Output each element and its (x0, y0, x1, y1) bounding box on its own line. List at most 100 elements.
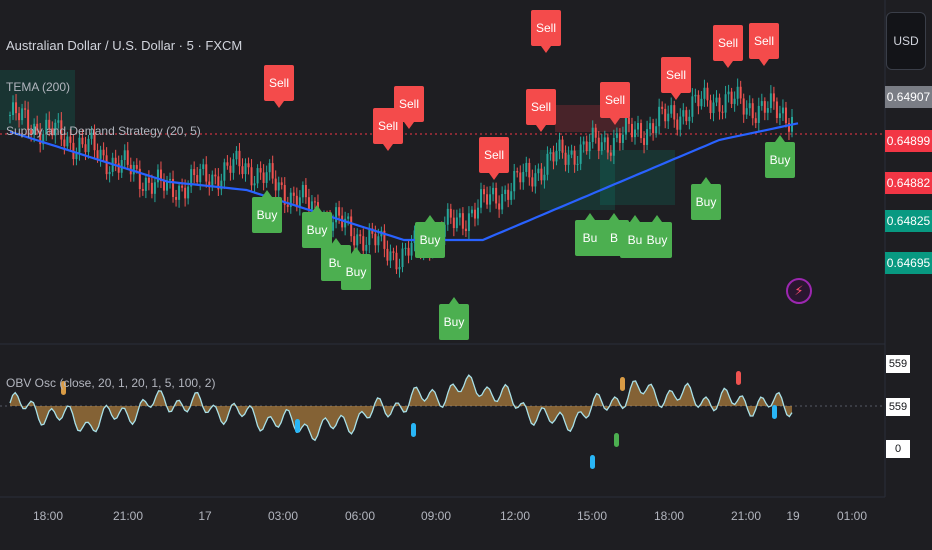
candle-body (573, 150, 576, 165)
candle-body (712, 102, 715, 114)
candle-body (781, 107, 784, 114)
price-tag: 0.64825 (885, 210, 932, 232)
time-label: 18:00 (653, 509, 685, 523)
candle-body (531, 177, 534, 187)
time-label: 21:00 (112, 509, 144, 523)
candle-body (615, 133, 618, 138)
candle-body (217, 176, 220, 190)
price-tag: 0.64882 (885, 172, 932, 194)
candle-body (271, 163, 274, 179)
candle-body (658, 106, 661, 127)
candle-body (633, 129, 636, 138)
osc-tag: 559 (886, 398, 910, 416)
candle-body (679, 116, 682, 130)
candle-body (519, 172, 522, 183)
candle-body (591, 127, 594, 143)
candle-body (193, 169, 196, 176)
candle-body (576, 163, 579, 165)
candle-body (567, 154, 570, 165)
candle-body (627, 117, 630, 124)
candle-body (528, 162, 531, 178)
candle-body (470, 209, 473, 214)
candle-body (211, 174, 214, 188)
buy-signal: Buy (252, 190, 282, 233)
time-label: 12:00 (499, 509, 531, 523)
candle-body (153, 182, 156, 194)
time-label: 17 (198, 509, 212, 523)
candle-body (214, 174, 217, 177)
candle-body (220, 180, 223, 190)
candle-body (229, 165, 232, 173)
candle-body (395, 252, 398, 270)
time-label: 21:00 (730, 509, 762, 523)
time-label: 06:00 (344, 509, 376, 523)
candle-body (268, 163, 271, 173)
candle-body (495, 187, 498, 204)
candle-body (700, 98, 703, 107)
oscillator-label[interactable]: OBV Osc (close, 20, 1, 20, 1, 5, 100, 2) (6, 376, 216, 390)
signal-text: Sell (484, 148, 504, 162)
candle-body (501, 194, 504, 210)
osc-marker (61, 381, 66, 395)
candle-body (335, 207, 338, 223)
candle-body (513, 170, 516, 192)
candle-body (673, 105, 676, 120)
candle-body (75, 152, 78, 160)
candle-body (45, 119, 48, 135)
symbol-title[interactable]: Australian Dollar / U.S. Dollar · 5 · FX… (6, 38, 243, 53)
candle-body (455, 217, 458, 229)
candle-body (534, 173, 537, 187)
buy-signal: Buy (415, 215, 445, 258)
candle-body (730, 91, 733, 104)
candle-body (12, 102, 15, 115)
candle-body (187, 186, 190, 199)
candle-body (555, 151, 558, 162)
candle-body (175, 196, 178, 200)
lightning-icon[interactable]: ⚡ (786, 278, 812, 304)
candle-body (769, 93, 772, 109)
candle-body (256, 168, 259, 184)
candle-body (48, 119, 51, 129)
indicator-tema-label[interactable]: TEMA (200) (6, 80, 71, 94)
candle-body (637, 123, 640, 130)
candle-body (543, 174, 546, 181)
candle-body (36, 123, 39, 131)
time-label: 19 (786, 509, 800, 523)
candle-body (504, 189, 507, 195)
candle-body (685, 110, 688, 122)
candle-body (446, 208, 449, 225)
currency-button[interactable]: USD (886, 12, 926, 70)
candle-body (33, 123, 36, 135)
candle-body (643, 138, 646, 145)
candle-body (39, 130, 42, 145)
candle-body (516, 170, 519, 173)
indicator-supply-demand-label[interactable]: Supply and Demand Strategy (20, 5) (6, 124, 201, 138)
signal-text: Bu (329, 256, 344, 270)
candle-body (147, 177, 150, 183)
signal-text: Sell (531, 100, 551, 114)
candle-body (202, 164, 205, 170)
candle-body (289, 192, 292, 207)
osc-marker (295, 419, 300, 433)
candle-body (703, 87, 706, 99)
signal-text: Sell (399, 97, 419, 111)
candle-body (156, 169, 159, 183)
candle-body (42, 134, 45, 145)
candle-body (383, 230, 386, 249)
candle-body (640, 123, 643, 139)
candle-body (549, 152, 552, 154)
candle-body (81, 137, 84, 145)
candle-body (458, 213, 461, 218)
candle-body (259, 168, 262, 173)
candle-body (93, 132, 96, 151)
buy-signal: Buy (439, 297, 469, 340)
candle-body (247, 163, 250, 168)
obv-oscillator (9, 371, 793, 469)
time-label: 03:00 (267, 509, 299, 523)
candle-body (277, 182, 280, 191)
sell-signal: Sell (394, 86, 424, 129)
candle-body (310, 201, 313, 210)
candle-body (292, 192, 295, 196)
